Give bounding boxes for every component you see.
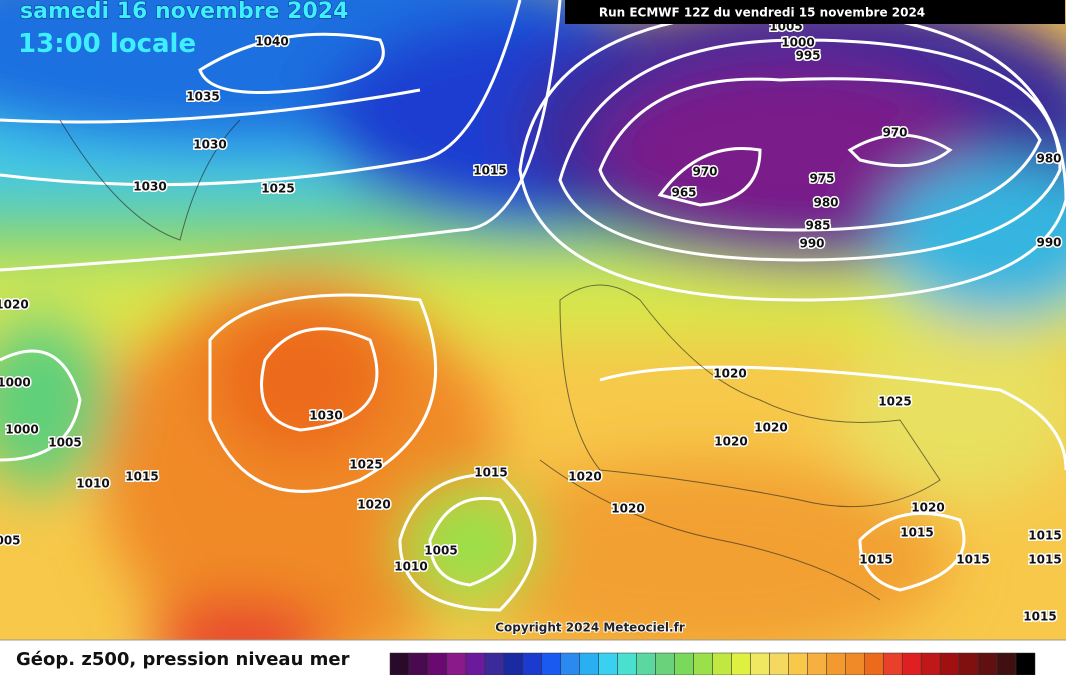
isobar-label: 965	[671, 186, 696, 200]
color-swatch	[522, 652, 543, 675]
isobar-label: 1020	[0, 298, 29, 312]
color-swatch	[579, 652, 599, 675]
color-swatch	[560, 652, 580, 675]
isobar-label: 1015	[474, 466, 507, 480]
color-swatch	[845, 652, 865, 675]
color-swatch	[465, 652, 486, 675]
color-swatch	[484, 652, 505, 675]
isobar-label: 1020	[754, 421, 787, 435]
isobar-label: 1000	[0, 376, 31, 390]
isobar-label: 1025	[878, 395, 911, 409]
copyright: Copyright 2024 Meteociel.fr	[495, 621, 685, 635]
isobar-label: 1015	[900, 526, 933, 540]
color-swatch	[598, 652, 618, 675]
color-swatch	[769, 652, 789, 675]
color-swatch	[674, 652, 694, 675]
color-swatch	[750, 652, 770, 675]
color-swatch	[636, 652, 656, 675]
isobar-label: 1020	[357, 498, 390, 512]
isobar-label: 1015	[125, 470, 158, 484]
isobar-label: 990	[799, 237, 824, 251]
isobar-label: 1035	[186, 90, 219, 104]
isobar-label: 1015	[1028, 553, 1061, 567]
color-swatch	[939, 652, 960, 675]
color-swatch	[655, 652, 675, 675]
isobar-label: 1020	[568, 470, 601, 484]
color-swatch	[826, 652, 846, 675]
isobar-label: 970	[692, 165, 717, 179]
color-swatch	[446, 652, 467, 675]
color-swatch	[617, 652, 637, 675]
color-swatch	[731, 652, 751, 675]
color-swatch	[503, 652, 524, 675]
color-swatch	[408, 652, 429, 675]
isobar-label: 980	[1036, 152, 1061, 166]
color-swatch	[541, 652, 561, 675]
isobar-label: 970	[882, 126, 907, 140]
isobar-label: 1010	[76, 477, 109, 491]
isobar-label: 1040	[255, 35, 288, 49]
legend-caption: Géop. z500, pression niveau mer	[16, 649, 350, 670]
isobar-label: 1020	[611, 502, 644, 516]
color-swatch	[882, 652, 903, 675]
run-info: Run ECMWF 12Z du vendredi 15 novembre 20…	[599, 6, 925, 20]
isobar-label: 1000	[781, 36, 814, 50]
isobar-label: 1030	[193, 138, 226, 152]
isobar-label: 1030	[309, 409, 342, 423]
color-swatch	[958, 652, 979, 675]
isobar-label: 1020	[911, 501, 944, 515]
isobar-label: 1025	[261, 182, 294, 196]
color-swatch	[920, 652, 941, 675]
isobar-label: 1020	[714, 435, 747, 449]
color-swatch	[1015, 652, 1036, 675]
isobar-label: 990	[1036, 236, 1061, 250]
isobar-label: 1030	[133, 180, 166, 194]
isobar-label: 1000	[5, 423, 38, 437]
color-swatch	[788, 652, 808, 675]
isobar-label: 995	[795, 49, 820, 63]
isobar-label: 1010	[394, 560, 427, 574]
isobar-label: 005	[0, 534, 21, 548]
isobar-label: 1015	[1028, 529, 1061, 543]
isobar-label: 1005	[424, 544, 457, 558]
color-swatch	[389, 652, 410, 675]
isobar-label: 1015	[859, 553, 892, 567]
map-date: samedi 16 novembre 2024	[20, 0, 348, 24]
color-bar	[389, 652, 1036, 675]
map-time: 13:00 locale	[18, 29, 196, 59]
color-swatch	[901, 652, 922, 675]
isobar-label: 1015	[1023, 610, 1056, 624]
color-swatch	[977, 652, 998, 675]
color-swatch	[712, 652, 732, 675]
color-swatch	[693, 652, 713, 675]
isobar-label: 1020	[713, 367, 746, 381]
color-swatch	[807, 652, 827, 675]
color-swatch	[427, 652, 448, 675]
isobar-label: 975	[809, 172, 834, 186]
color-swatch	[864, 652, 884, 675]
isobar-label: 1025	[349, 458, 382, 472]
color-swatch	[996, 652, 1017, 675]
isobar-label: 1015	[956, 553, 989, 567]
isobar-label: 1005	[48, 436, 81, 450]
isobar-label: 1015	[473, 164, 506, 178]
isobar-label: 980	[813, 196, 838, 210]
isobar-label: 985	[805, 219, 830, 233]
